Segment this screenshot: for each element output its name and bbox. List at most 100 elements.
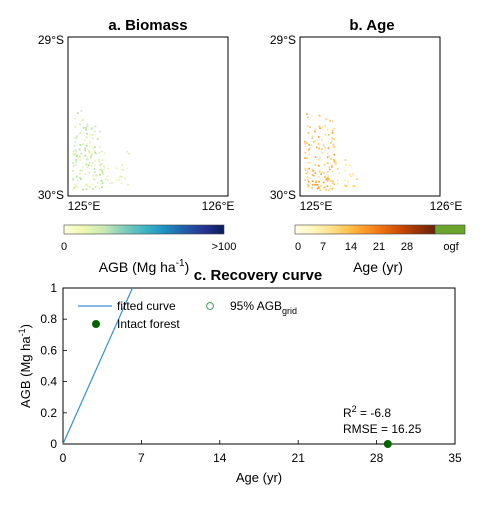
map-pixel — [349, 174, 351, 176]
map-pixel — [309, 126, 311, 128]
map-pixel — [307, 168, 309, 170]
map-pixel — [72, 153, 74, 155]
map-pixel — [79, 123, 81, 125]
map-pixel — [92, 188, 94, 190]
map-pixel — [315, 172, 317, 174]
map-pixel — [119, 179, 121, 181]
panel-b-age: b. Age 29°S 30°S 125°E 126°E 0 7 14 21 28 og… — [270, 17, 465, 275]
map-pixel — [94, 165, 96, 167]
map-pixel — [99, 152, 101, 154]
map-pixel — [319, 115, 321, 117]
map-pixel — [308, 144, 310, 146]
map-pixel — [326, 162, 328, 164]
map-pixel — [332, 132, 334, 134]
map-pixel — [127, 184, 129, 186]
panel-b-lat-bottom: 30°S — [270, 188, 296, 202]
map-pixel — [103, 174, 105, 176]
map-pixel — [317, 184, 319, 186]
map-pixel — [85, 127, 87, 129]
map-pixel — [311, 145, 313, 147]
map-pixel — [124, 178, 126, 180]
map-pixel — [331, 140, 333, 142]
map-pixel — [86, 133, 88, 135]
panel-c-recovery: c. Recovery curve 0 7 14 21 28 3500.20.40.60.… — [17, 267, 462, 485]
y-tick-label: 0.4 — [40, 375, 57, 389]
map-pixel — [85, 185, 87, 187]
map-pixel — [95, 179, 97, 181]
map-pixel — [77, 112, 79, 114]
agb-label-close: ) — [185, 259, 190, 275]
map-pixel — [347, 181, 349, 183]
map-pixel — [335, 163, 337, 165]
panel-b-colorbar-label: Age (yr) — [353, 259, 403, 275]
map-pixel — [107, 180, 109, 182]
map-pixel — [318, 165, 320, 167]
r2-value: = -6.8 — [357, 406, 392, 420]
map-pixel — [72, 162, 74, 164]
map-pixel — [312, 180, 314, 182]
map-pixel — [86, 136, 88, 138]
map-pixel — [312, 170, 314, 172]
panel-a-lon-right: 126°E — [202, 199, 235, 213]
x-tick-label: 35 — [448, 451, 462, 465]
map-pixel — [325, 134, 327, 136]
map-pixel — [318, 136, 320, 138]
panel-b-ogf-swatch — [435, 225, 465, 234]
map-pixel — [92, 153, 94, 155]
map-pixel — [89, 186, 91, 188]
panel-a-map-frame — [68, 37, 228, 196]
map-pixel — [323, 172, 325, 174]
map-pixel — [309, 162, 311, 164]
panel-a-lat-bottom: 30°S — [38, 188, 64, 202]
age-colorbar-tick: 14 — [345, 241, 357, 253]
map-pixel — [79, 144, 81, 146]
map-pixel — [127, 151, 129, 153]
y-tick-label: 0.8 — [40, 312, 57, 326]
map-pixel — [86, 145, 88, 147]
panel-c-title: c. Recovery curve — [194, 267, 322, 284]
map-pixel — [329, 188, 331, 190]
legend-intact-forest-marker — [92, 320, 100, 328]
map-pixel — [324, 164, 326, 166]
map-pixel — [321, 171, 323, 173]
map-pixel — [92, 184, 94, 186]
map-pixel — [305, 169, 307, 171]
map-pixel — [356, 178, 358, 180]
legend-agb-grid-text: 95% AGB — [230, 299, 282, 313]
map-pixel — [107, 168, 109, 170]
map-pixel — [106, 176, 108, 178]
map-pixel — [75, 164, 77, 166]
map-pixel — [101, 163, 103, 165]
map-pixel — [79, 133, 81, 135]
map-pixel — [328, 167, 330, 169]
map-pixel — [319, 189, 321, 191]
map-pixel — [319, 126, 321, 128]
map-pixel — [315, 164, 317, 166]
map-pixel — [75, 159, 77, 161]
map-pixel — [327, 156, 329, 158]
x-tick-label: 28 — [370, 451, 384, 465]
map-pixel — [75, 118, 77, 120]
map-pixel — [328, 175, 330, 177]
map-pixel — [94, 146, 96, 148]
map-pixel — [315, 128, 317, 130]
y-tick-label: 0.6 — [40, 343, 57, 357]
map-pixel — [102, 159, 104, 161]
r2-letter: R — [343, 406, 352, 420]
map-pixel — [345, 164, 347, 166]
x-tick-label: 14 — [213, 451, 227, 465]
map-pixel — [327, 179, 329, 181]
map-pixel — [116, 167, 118, 169]
map-pixel — [101, 186, 103, 188]
panel-b-colorbar — [295, 225, 435, 234]
map-pixel — [89, 172, 91, 174]
panel-b-colorbar-ticks: 0 7 14 21 28 — [295, 241, 413, 253]
map-pixel — [128, 153, 130, 155]
map-pixel — [319, 171, 321, 173]
panel-c-xlabel: Age (yr) — [236, 470, 282, 485]
map-pixel — [323, 187, 325, 189]
panel-a-lon-left: 125°E — [68, 199, 101, 213]
map-pixel — [89, 142, 91, 144]
map-pixel — [87, 167, 89, 169]
